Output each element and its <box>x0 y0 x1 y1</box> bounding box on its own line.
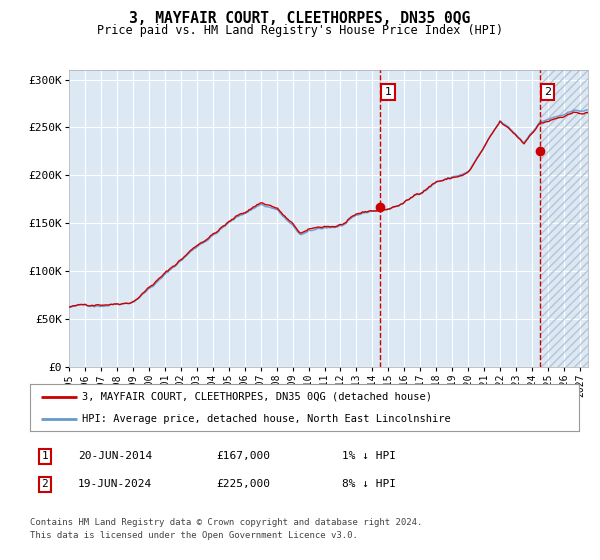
Text: This data is licensed under the Open Government Licence v3.0.: This data is licensed under the Open Gov… <box>30 531 358 540</box>
Text: 1: 1 <box>385 87 391 97</box>
Text: 19-JUN-2024: 19-JUN-2024 <box>78 479 152 489</box>
Text: 3, MAYFAIR COURT, CLEETHORPES, DN35 0QG: 3, MAYFAIR COURT, CLEETHORPES, DN35 0QG <box>130 11 470 26</box>
Text: 20-JUN-2014: 20-JUN-2014 <box>78 451 152 461</box>
Text: 1% ↓ HPI: 1% ↓ HPI <box>342 451 396 461</box>
Text: £167,000: £167,000 <box>216 451 270 461</box>
Text: 3, MAYFAIR COURT, CLEETHORPES, DN35 0QG (detached house): 3, MAYFAIR COURT, CLEETHORPES, DN35 0QG … <box>82 392 432 402</box>
Text: Price paid vs. HM Land Registry's House Price Index (HPI): Price paid vs. HM Land Registry's House … <box>97 24 503 36</box>
Text: 1: 1 <box>41 451 49 461</box>
Text: 2: 2 <box>544 87 551 97</box>
Text: £225,000: £225,000 <box>216 479 270 489</box>
Text: Contains HM Land Registry data © Crown copyright and database right 2024.: Contains HM Land Registry data © Crown c… <box>30 518 422 527</box>
Text: 2: 2 <box>41 479 49 489</box>
Bar <box>539 70 588 367</box>
Text: HPI: Average price, detached house, North East Lincolnshire: HPI: Average price, detached house, Nort… <box>82 414 451 424</box>
Text: 8% ↓ HPI: 8% ↓ HPI <box>342 479 396 489</box>
Bar <box>539 70 588 367</box>
